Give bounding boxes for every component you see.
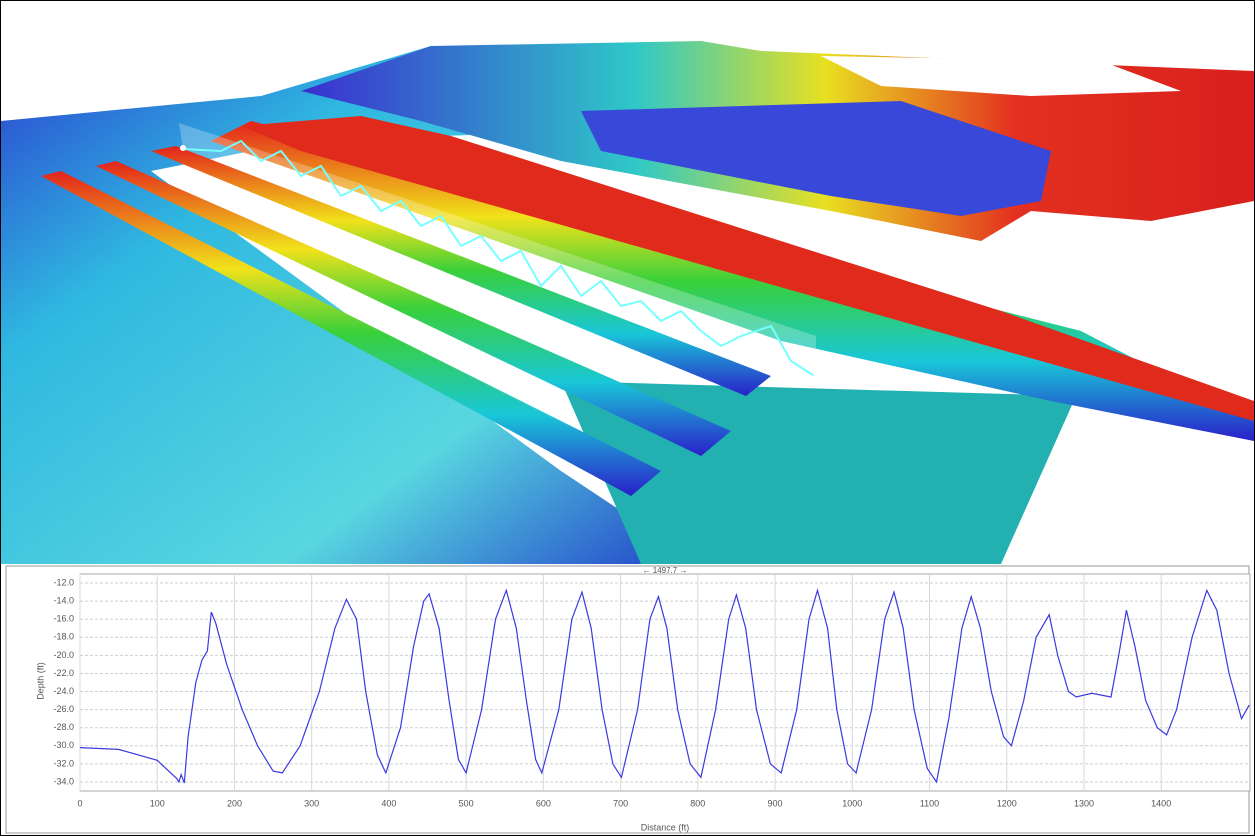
x-tick-label: 1200 [997, 798, 1017, 808]
profile-trace [182, 139, 817, 378]
x-axis-label: Distance (ft) [641, 822, 690, 832]
white-gap [821, 56, 1181, 96]
ridge [41, 171, 661, 496]
y-tick-label: -30.0 [53, 740, 74, 750]
x-tick-label: 900 [768, 798, 783, 808]
y-tick-label: -34.0 [53, 776, 74, 786]
y-tick-label: -32.0 [53, 758, 74, 768]
x-tick-label: 700 [613, 798, 628, 808]
y-tick-label: -14.0 [53, 596, 74, 606]
y-tick-label: -12.0 [53, 577, 74, 587]
profile-end [813, 374, 819, 380]
profile-chart: ← 1497.7 → Distance (ft) Depth (ft) -12.… [5, 565, 1251, 834]
ridge [96, 161, 731, 456]
profile-plane [179, 123, 816, 379]
ridge [151, 146, 771, 396]
x-tick-label: 100 [150, 798, 165, 808]
y-tick-label: -28.0 [53, 722, 74, 732]
x-tick-label: 1300 [1074, 798, 1094, 808]
x-tick-label: 1100 [920, 798, 939, 808]
y-tick-label: -20.0 [53, 650, 74, 660]
x-tick-label: 600 [536, 798, 551, 808]
y-tick-label: -16.0 [53, 614, 74, 624]
terrain-3d-view [1, 41, 1254, 564]
x-tick-label: 1000 [842, 798, 862, 808]
profile-start [180, 145, 186, 151]
y-tick-label: -18.0 [53, 632, 74, 642]
depth-profile-line [79, 588, 1250, 784]
seafloor [1, 46, 701, 564]
annotation: ← 1497.7 → [643, 566, 688, 575]
x-tick-label: 800 [690, 798, 705, 808]
ridge [211, 121, 1254, 441]
y-tick-label: -26.0 [53, 704, 74, 714]
x-tick-label: 200 [227, 798, 242, 808]
x-tick-label: 400 [381, 798, 396, 808]
basin [581, 101, 1051, 216]
x-tick-label: 500 [459, 798, 474, 808]
red-ridge-top [241, 116, 1254, 421]
y-tick-label: -22.0 [53, 668, 74, 678]
x-tick-label: 1400 [1151, 798, 1171, 808]
plot-area [79, 573, 1251, 792]
y-axis-label: Depth (ft) [35, 662, 45, 700]
x-tick-label: 300 [304, 798, 319, 808]
y-tick-label: -24.0 [53, 686, 74, 696]
x-tick-label: 0 [77, 798, 82, 808]
